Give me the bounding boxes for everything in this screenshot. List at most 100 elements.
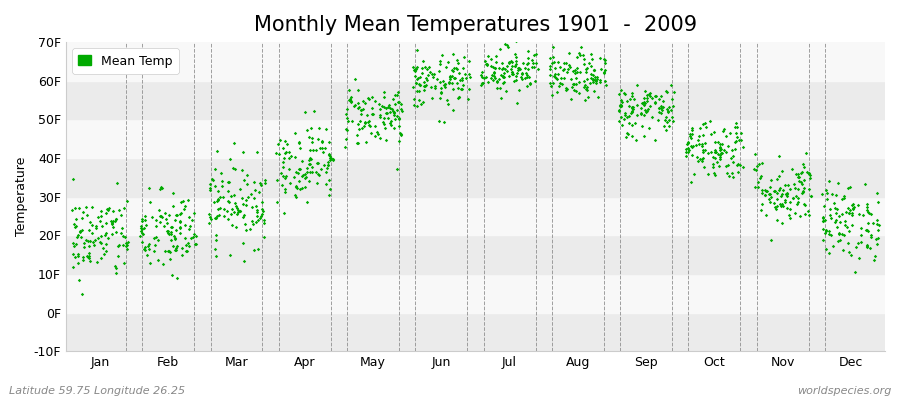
Point bbox=[344, 97, 358, 104]
Point bbox=[679, 152, 693, 159]
Point bbox=[850, 202, 865, 208]
Point bbox=[527, 63, 542, 70]
Point bbox=[860, 227, 874, 233]
Point bbox=[870, 190, 885, 196]
Point bbox=[362, 96, 376, 102]
Point bbox=[86, 238, 100, 245]
Point bbox=[559, 85, 573, 91]
Point bbox=[659, 88, 673, 94]
Point bbox=[662, 104, 676, 110]
Point bbox=[352, 126, 366, 132]
Point bbox=[621, 131, 635, 138]
Point bbox=[462, 58, 476, 64]
Point bbox=[375, 103, 390, 110]
Point bbox=[302, 169, 317, 175]
Point bbox=[377, 120, 392, 127]
Point bbox=[445, 80, 459, 86]
Point bbox=[548, 71, 562, 77]
Point bbox=[410, 103, 424, 109]
Point bbox=[323, 157, 338, 163]
Point bbox=[612, 91, 626, 97]
Point bbox=[819, 226, 833, 233]
Point bbox=[492, 85, 507, 91]
Point bbox=[845, 206, 859, 212]
Point bbox=[156, 261, 170, 267]
Point bbox=[475, 80, 490, 86]
Point bbox=[590, 74, 605, 80]
Point bbox=[151, 237, 166, 243]
Point bbox=[93, 218, 107, 224]
Point bbox=[796, 169, 810, 175]
Point bbox=[249, 149, 264, 155]
Point bbox=[120, 198, 134, 204]
Point bbox=[300, 169, 314, 176]
Point bbox=[624, 110, 638, 116]
Point bbox=[475, 69, 490, 75]
Point bbox=[570, 54, 584, 60]
Point bbox=[846, 201, 860, 207]
Point bbox=[815, 237, 830, 244]
Point bbox=[849, 244, 863, 250]
Point bbox=[316, 149, 330, 156]
Point bbox=[386, 96, 400, 102]
Point bbox=[408, 67, 422, 74]
Point bbox=[135, 226, 149, 233]
Point bbox=[311, 171, 326, 177]
Point bbox=[240, 181, 255, 188]
Point bbox=[546, 44, 561, 50]
Point bbox=[315, 145, 329, 151]
Point bbox=[182, 225, 196, 232]
Point bbox=[439, 64, 454, 70]
Point bbox=[625, 122, 639, 129]
Point bbox=[180, 248, 194, 254]
Point bbox=[871, 227, 886, 234]
Point bbox=[498, 41, 512, 47]
Point bbox=[867, 256, 881, 263]
Point bbox=[232, 207, 247, 214]
Point bbox=[823, 206, 837, 212]
Point bbox=[66, 240, 80, 246]
Point bbox=[167, 234, 182, 241]
Point bbox=[618, 112, 633, 119]
Point bbox=[831, 180, 845, 186]
Point bbox=[85, 222, 99, 228]
Point bbox=[704, 131, 718, 137]
Point bbox=[654, 93, 669, 100]
Point bbox=[795, 181, 809, 188]
Point bbox=[800, 169, 814, 176]
Point bbox=[652, 109, 667, 115]
Point bbox=[788, 210, 803, 216]
Point bbox=[686, 143, 700, 149]
Point bbox=[858, 180, 872, 187]
Point bbox=[629, 102, 643, 109]
Point bbox=[339, 106, 354, 112]
Point bbox=[85, 230, 99, 237]
Point bbox=[860, 242, 874, 248]
Point bbox=[454, 75, 469, 81]
Point bbox=[586, 76, 600, 82]
Point bbox=[305, 138, 320, 145]
Point bbox=[803, 172, 817, 178]
Point bbox=[835, 196, 850, 202]
Point bbox=[276, 158, 291, 165]
Point bbox=[506, 71, 520, 78]
Point bbox=[622, 113, 636, 120]
Point bbox=[714, 150, 728, 157]
Point bbox=[86, 204, 100, 210]
Point bbox=[510, 70, 525, 76]
Point bbox=[578, 82, 592, 88]
Point bbox=[577, 56, 591, 62]
Point bbox=[152, 207, 166, 213]
Point bbox=[664, 96, 679, 102]
Point bbox=[816, 226, 831, 232]
Point bbox=[824, 215, 838, 221]
Point bbox=[790, 171, 805, 178]
Point bbox=[619, 134, 634, 140]
Point bbox=[425, 71, 439, 78]
Point bbox=[379, 136, 393, 143]
Point bbox=[394, 132, 409, 138]
Point bbox=[350, 87, 365, 93]
Point bbox=[547, 74, 562, 80]
Point bbox=[166, 233, 181, 239]
Point bbox=[560, 68, 574, 75]
